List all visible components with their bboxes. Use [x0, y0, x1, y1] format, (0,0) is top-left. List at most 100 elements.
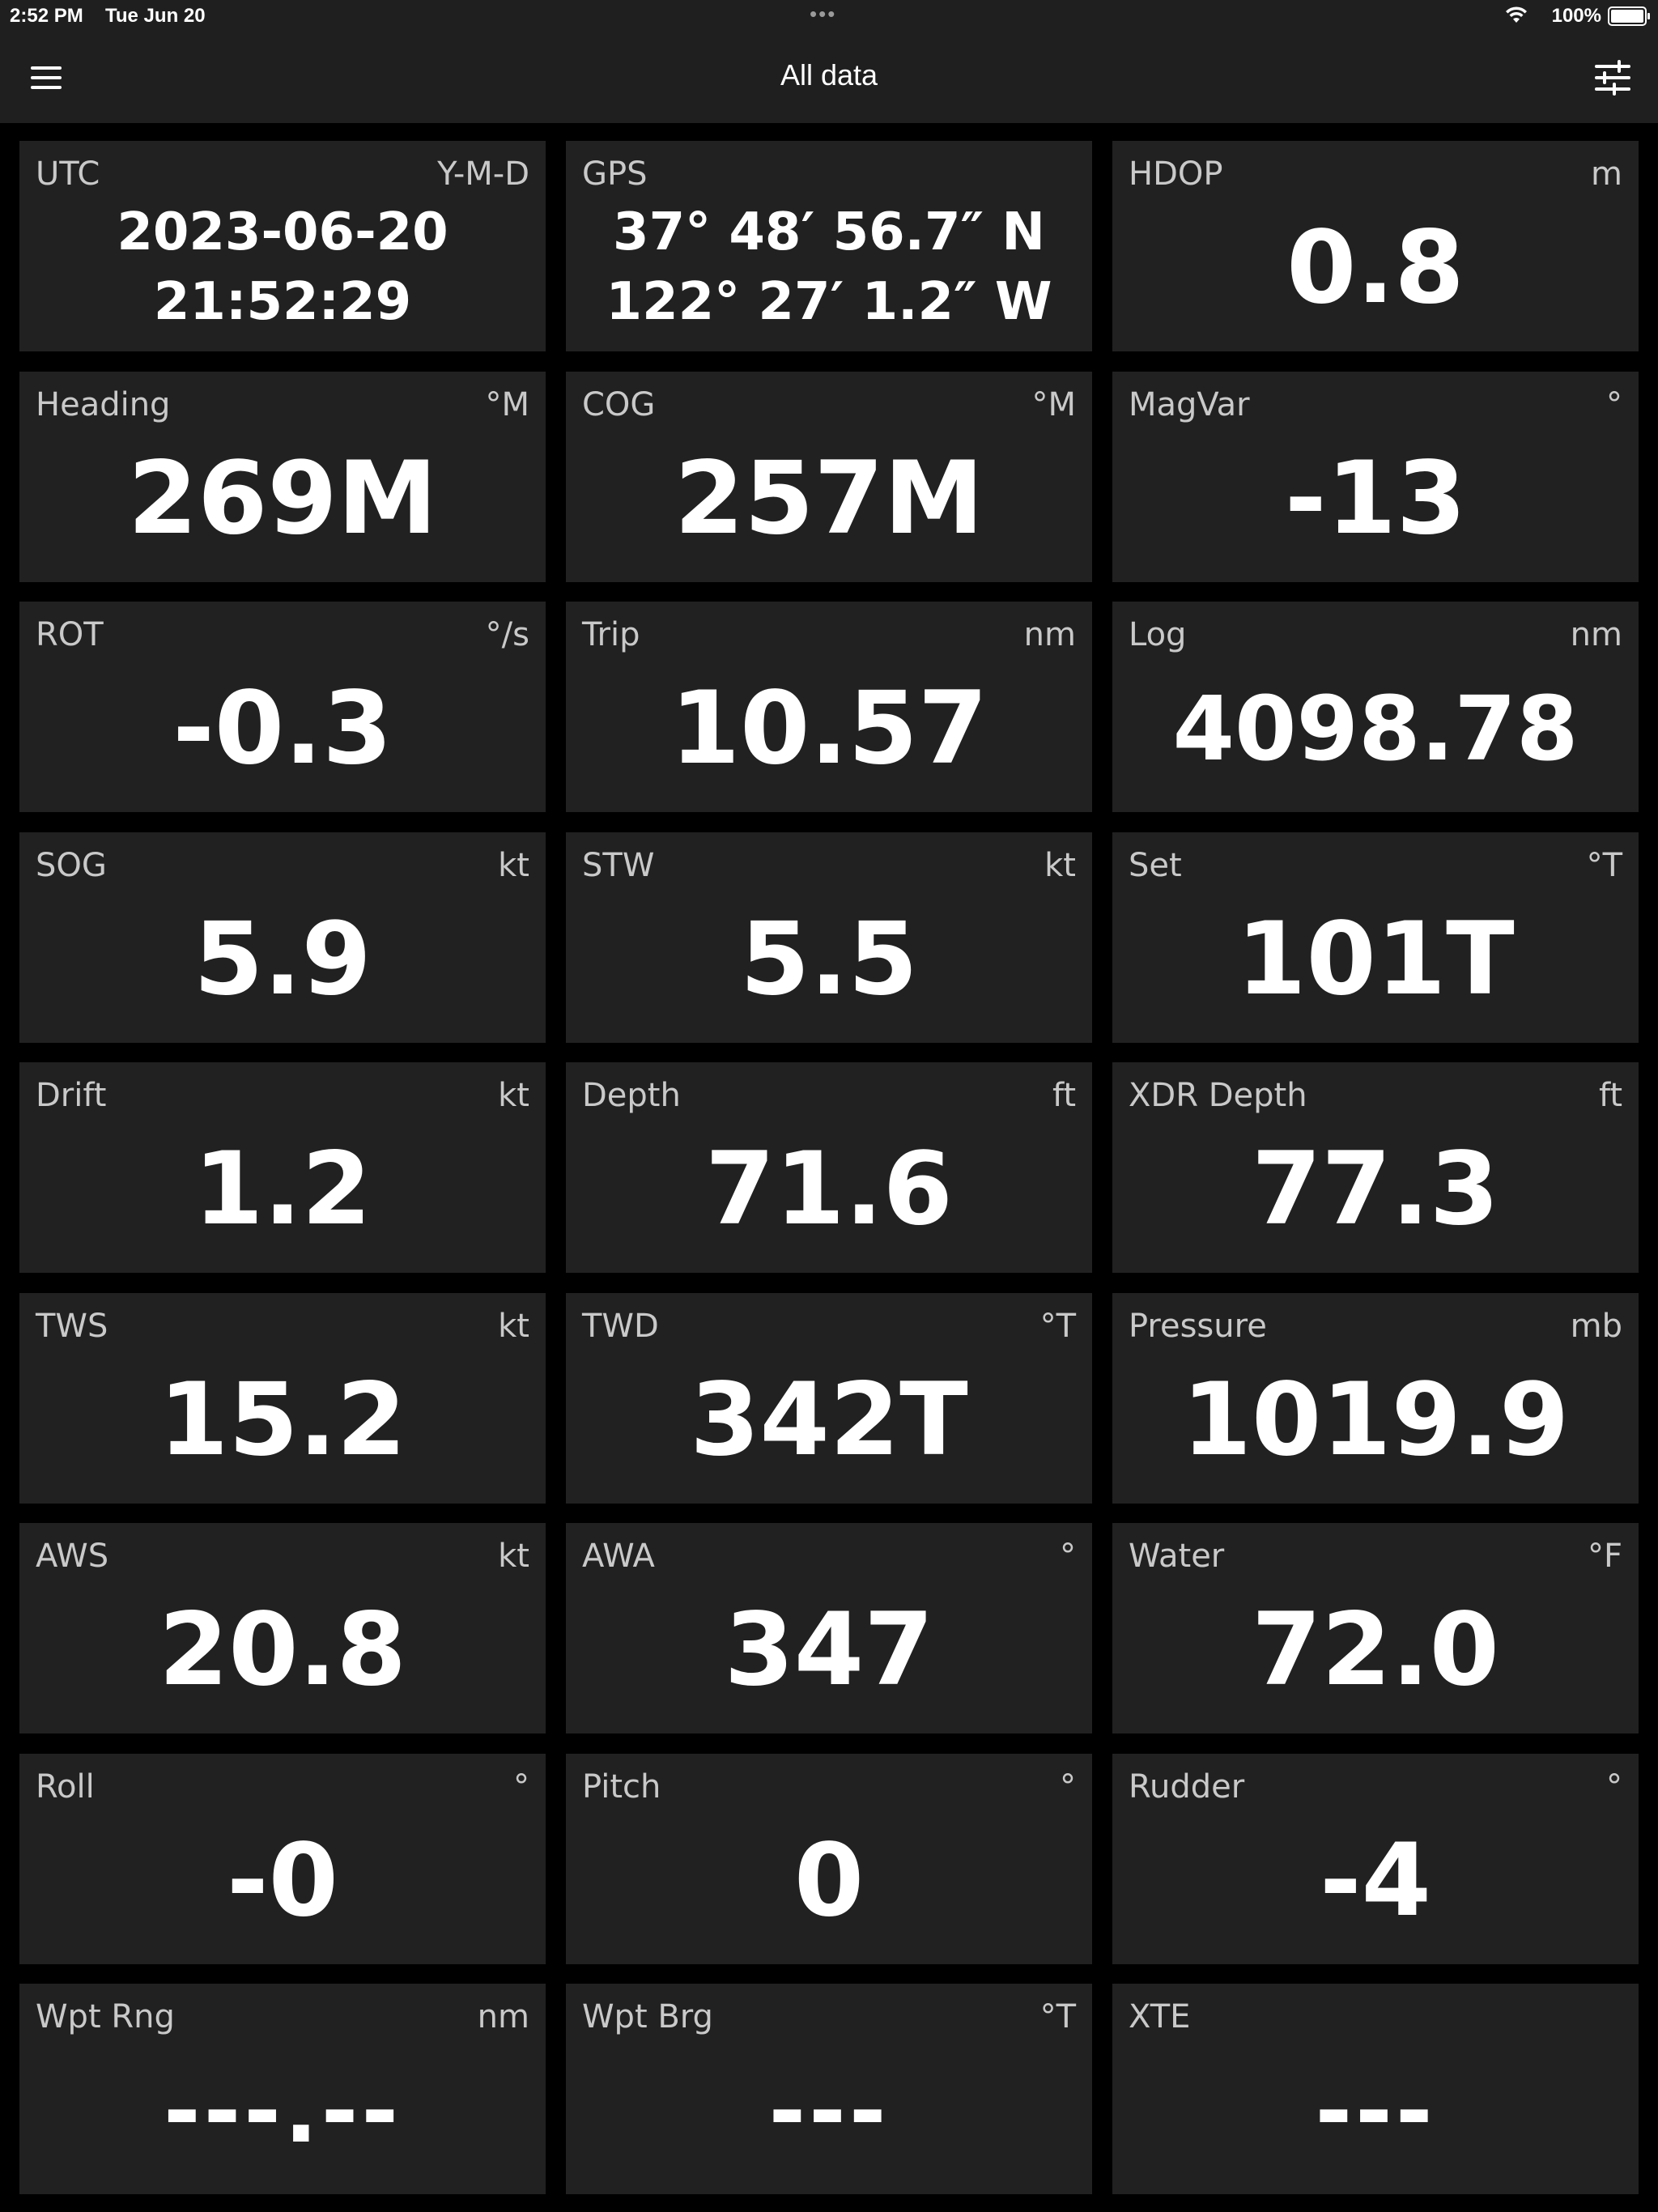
hamburger-menu-icon[interactable] — [16, 57, 74, 99]
page-title: All data — [780, 58, 878, 91]
tile-value: -4 — [1320, 1822, 1431, 1939]
status-time: 2:52 PM — [10, 5, 83, 27]
tile-unit: Y-M-D — [437, 155, 529, 193]
tile-label: Roll — [36, 1767, 95, 1806]
status-bar: 2:52 PM Tue Jun 20 ••• 100% — [0, 0, 1658, 32]
tile-label: HDOP — [1129, 155, 1223, 193]
tile-value: --- — [1315, 2059, 1436, 2163]
tile-trip[interactable]: Trip nm 10.57 — [566, 602, 1092, 812]
tile-label: Pitch — [582, 1767, 661, 1806]
tile-water[interactable]: Water °F 72.0 — [1112, 1523, 1639, 1733]
tile-tws[interactable]: TWS kt 15.2 — [19, 1292, 546, 1504]
tile-gps[interactable]: GPS 37° 48′ 56.7″ N 122° 27′ 1.2″ W — [566, 141, 1092, 351]
tile-value: 0 — [793, 1822, 865, 1939]
instrument-grid: UTC Y-M-D 2023-06-20 21:52:29 GPS 37° 48… — [19, 141, 1639, 2194]
tile-label: GPS — [582, 155, 648, 193]
tile-unit: ft — [1598, 1077, 1622, 1114]
tile-value: 71.6 — [705, 1131, 953, 1248]
tile-label: TWS — [36, 1307, 108, 1345]
tile-stw[interactable]: STW kt 5.5 — [566, 832, 1092, 1043]
sliders-icon[interactable] — [1584, 57, 1642, 99]
tile-value: 4098.78 — [1172, 677, 1579, 781]
tile-cog[interactable]: COG °M 257M — [566, 371, 1092, 582]
tile-value: 10.57 — [670, 670, 988, 787]
tile-label: Water — [1129, 1538, 1225, 1575]
multitasking-dots-icon[interactable]: ••• — [810, 2, 837, 26]
tile-value: 257M — [674, 440, 984, 557]
tile-magvar[interactable]: MagVar ° -13 — [1112, 371, 1639, 582]
tile-pitch[interactable]: Pitch ° 0 — [566, 1753, 1092, 1964]
tile-label: Rudder — [1129, 1767, 1245, 1806]
nav-bar: All data — [0, 32, 1658, 123]
tile-label: Drift — [36, 1077, 107, 1114]
tile-value: 15.2 — [159, 1361, 406, 1478]
tile-value: 72.0 — [1252, 1592, 1499, 1708]
tile-value: 1019.9 — [1181, 1361, 1570, 1478]
tile-log[interactable]: Log nm 4098.78 — [1112, 602, 1639, 812]
tile-label: AWS — [36, 1538, 109, 1575]
tile-unit: nm — [477, 1998, 529, 2035]
tile-value: 101T — [1236, 900, 1515, 1018]
tile-value: 347 — [724, 1592, 934, 1708]
tile-heading[interactable]: Heading °M 269M — [19, 371, 546, 582]
tile-label: SOG — [36, 846, 107, 884]
tile-sog[interactable]: SOG kt 5.9 — [19, 832, 546, 1043]
tile-label: AWA — [582, 1538, 655, 1575]
tile-unit: nm — [1023, 616, 1076, 653]
tile-xte[interactable]: XTE --- — [1112, 1984, 1639, 2194]
tile-value: 20.8 — [159, 1592, 406, 1708]
tile-value: -0.3 — [172, 670, 393, 787]
tile-label: ROT — [36, 616, 104, 653]
tile-wpt-brg[interactable]: Wpt Brg °T --- — [566, 1984, 1092, 2194]
tile-hdop[interactable]: HDOP m 0.8 — [1112, 141, 1639, 351]
tile-unit: °M — [485, 385, 529, 423]
tile-rot[interactable]: ROT °/s -0.3 — [19, 602, 546, 812]
tile-value-longitude: 122° 27′ 1.2″ W — [606, 272, 1052, 332]
tile-unit: °T — [1586, 846, 1622, 884]
tile-utc[interactable]: UTC Y-M-D 2023-06-20 21:52:29 — [19, 141, 546, 351]
tile-aws[interactable]: AWS kt 20.8 — [19, 1523, 546, 1733]
tile-pressure[interactable]: Pressure mb 1019.9 — [1112, 1292, 1639, 1504]
tile-drift[interactable]: Drift kt 1.2 — [19, 1062, 546, 1273]
tile-roll[interactable]: Roll ° -0 — [19, 1753, 546, 1964]
status-date: Tue Jun 20 — [105, 5, 206, 27]
tile-label: COG — [582, 385, 656, 423]
battery-icon — [1608, 6, 1650, 26]
tile-unit: kt — [1044, 846, 1076, 884]
tile-label: Wpt Brg — [582, 1998, 713, 2035]
tile-xdr-depth[interactable]: XDR Depth ft 77.3 — [1112, 1062, 1639, 1273]
tile-value: 5.9 — [193, 900, 372, 1018]
tile-label: Set — [1129, 846, 1182, 884]
tile-wpt-rng[interactable]: Wpt Rng nm ---.-- — [19, 1984, 546, 2194]
tile-awa[interactable]: AWA ° 347 — [566, 1523, 1092, 1733]
tile-unit: ° — [1060, 1767, 1076, 1806]
tile-unit: ° — [513, 1767, 529, 1806]
tile-value-time: 21:52:29 — [153, 272, 412, 332]
wifi-icon — [1504, 5, 1528, 30]
tile-depth[interactable]: Depth ft 71.6 — [566, 1062, 1092, 1273]
tile-label: Log — [1129, 616, 1187, 653]
tile-unit: °T — [1039, 1998, 1076, 2035]
tile-set[interactable]: Set °T 101T — [1112, 832, 1639, 1043]
tile-value: 0.8 — [1286, 210, 1465, 326]
tile-label: Wpt Rng — [36, 1998, 175, 2035]
tile-twd[interactable]: TWD °T 342T — [566, 1292, 1092, 1504]
tile-label: Trip — [582, 616, 640, 653]
battery-percent: 100% — [1551, 5, 1601, 27]
tile-label: XTE — [1129, 1998, 1191, 2035]
tile-label: Depth — [582, 1077, 681, 1114]
tile-rudder[interactable]: Rudder ° -4 — [1112, 1753, 1639, 1964]
tile-label: TWD — [582, 1307, 659, 1345]
tile-unit: kt — [498, 1307, 529, 1345]
tile-unit: kt — [498, 1538, 529, 1575]
tile-value: ---.-- — [163, 2059, 402, 2163]
tile-unit: m — [1591, 155, 1622, 193]
tile-unit: ft — [1052, 1077, 1076, 1114]
tile-label: MagVar — [1129, 385, 1250, 423]
tile-unit: ° — [1606, 385, 1622, 423]
tile-unit: ° — [1060, 1538, 1076, 1575]
tile-value: 1.2 — [193, 1131, 372, 1248]
tile-unit: °/s — [485, 616, 529, 653]
tile-value-latitude: 37° 48′ 56.7″ N — [613, 202, 1045, 262]
tile-unit: nm — [1570, 616, 1622, 653]
